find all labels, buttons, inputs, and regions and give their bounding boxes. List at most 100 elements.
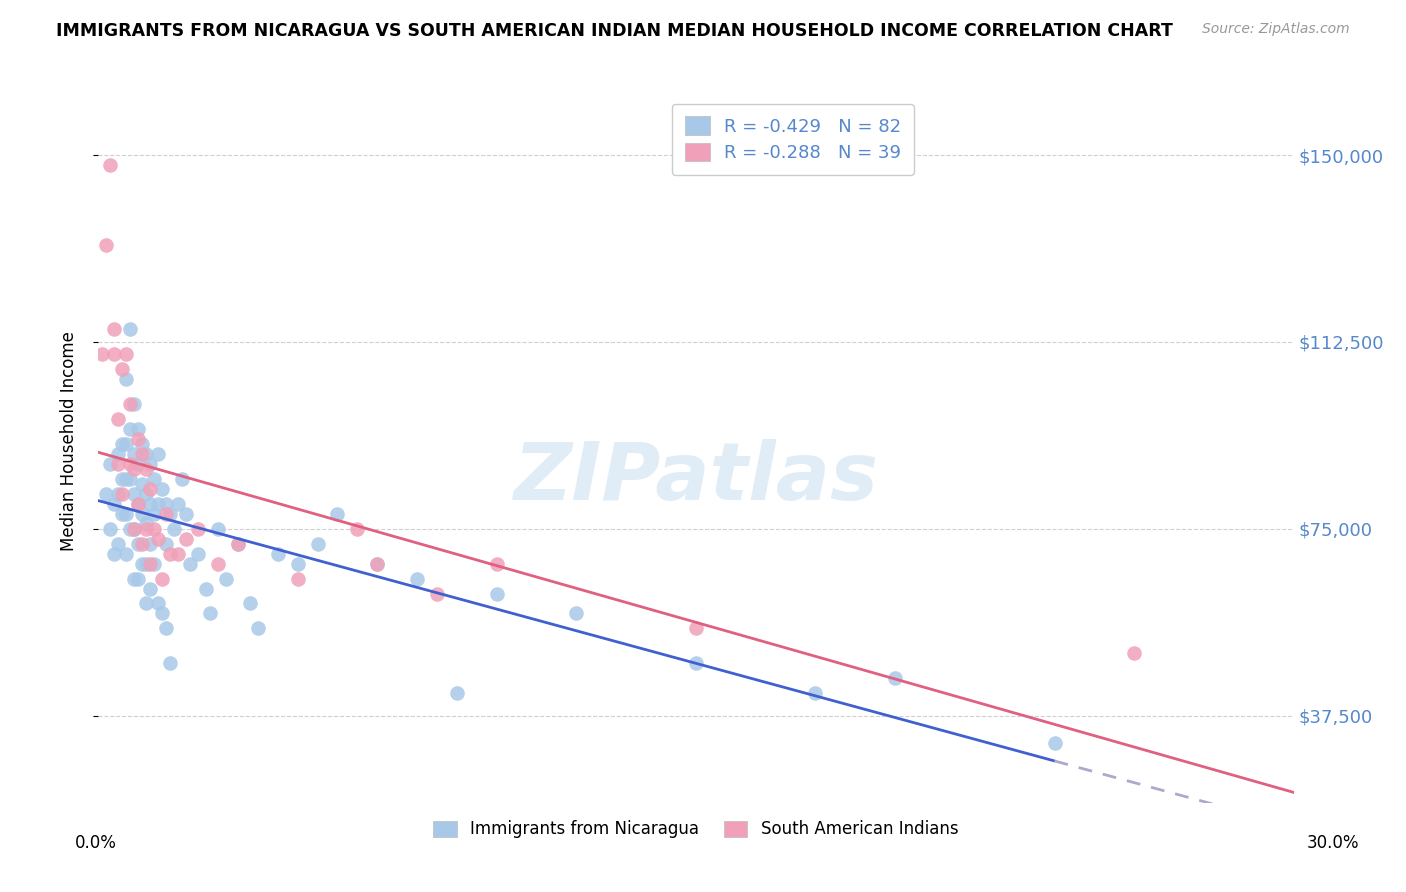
Point (143, 522, 166, 536)
Point (172, 472, 194, 486)
Point (148, 532, 170, 546)
Point (143, 472, 166, 486)
Point (326, 507, 349, 521)
Point (107, 412, 129, 426)
Point (124, 487, 146, 501)
Point (120, 472, 142, 486)
Point (127, 432, 149, 446)
Point (565, 607, 588, 621)
Point (127, 422, 149, 436)
Point (155, 507, 177, 521)
Point (131, 507, 153, 521)
Point (135, 487, 157, 501)
Point (131, 447, 153, 461)
Point (485, 586, 508, 600)
Point (143, 507, 166, 521)
Point (150, 482, 173, 496)
Point (96, 237, 118, 252)
Point (167, 547, 190, 561)
Point (267, 547, 290, 561)
Point (96, 487, 118, 501)
Point (485, 557, 508, 571)
Point (346, 522, 368, 536)
Point (159, 507, 181, 521)
Point (115, 437, 138, 451)
Point (179, 557, 201, 571)
Text: IMMIGRANTS FROM NICARAGUA VS SOUTH AMERICAN INDIAN MEDIAN HOUSEHOLD INCOME CORRE: IMMIGRANTS FROM NICARAGUA VS SOUTH AMERI… (56, 22, 1173, 40)
Point (115, 547, 138, 561)
Point (446, 686, 468, 700)
Point (150, 572, 173, 586)
Point (159, 657, 181, 671)
Point (115, 372, 138, 386)
Point (207, 522, 229, 536)
Point (167, 497, 190, 511)
Point (91, 347, 114, 361)
Point (131, 476, 153, 491)
Point (127, 497, 149, 511)
Point (884, 671, 907, 685)
Point (111, 362, 134, 376)
Point (103, 347, 125, 361)
Point (127, 572, 149, 586)
Point (131, 557, 153, 571)
Point (135, 522, 157, 536)
Point (187, 522, 209, 536)
Point (174, 507, 197, 521)
Point (120, 422, 142, 436)
Point (115, 507, 138, 521)
Point (139, 557, 162, 571)
Point (124, 522, 146, 536)
Point (187, 547, 209, 561)
Point (174, 532, 197, 546)
Point (685, 621, 707, 635)
Point (406, 572, 429, 586)
Point (120, 322, 142, 336)
Point (98, 522, 122, 536)
Point (148, 497, 170, 511)
Point (135, 516, 157, 531)
Point (804, 686, 827, 700)
Point (155, 497, 177, 511)
Point (131, 437, 153, 451)
Point (135, 447, 157, 461)
Point (226, 537, 249, 551)
Point (98, 158, 122, 172)
Point (111, 507, 134, 521)
Point (127, 537, 149, 551)
Point (111, 487, 134, 501)
Legend: Immigrants from Nicaragua, South American Indians: Immigrants from Nicaragua, South America… (427, 814, 965, 845)
Point (366, 557, 388, 571)
Point (239, 597, 262, 611)
Point (148, 447, 170, 461)
Point (135, 557, 157, 571)
Point (131, 537, 153, 551)
Point (426, 586, 449, 600)
Point (107, 457, 129, 471)
Point (124, 462, 146, 476)
Point (124, 522, 146, 536)
Point (135, 462, 157, 476)
Point (139, 497, 162, 511)
Point (1043, 736, 1066, 750)
Point (103, 322, 125, 336)
Point (307, 537, 329, 551)
Text: 0.0%: 0.0% (75, 834, 117, 852)
Text: ZIPatlas: ZIPatlas (513, 439, 879, 516)
Point (155, 621, 177, 635)
Point (139, 457, 162, 471)
Point (1123, 646, 1146, 660)
Point (115, 472, 138, 486)
Point (215, 572, 238, 586)
Point (107, 487, 129, 501)
Point (366, 557, 388, 571)
Point (287, 572, 309, 586)
Point (246, 621, 269, 635)
Point (120, 522, 142, 536)
Point (163, 522, 186, 536)
Point (127, 457, 149, 471)
Point (150, 607, 173, 621)
Point (103, 497, 125, 511)
Point (115, 347, 138, 361)
Point (226, 537, 249, 551)
